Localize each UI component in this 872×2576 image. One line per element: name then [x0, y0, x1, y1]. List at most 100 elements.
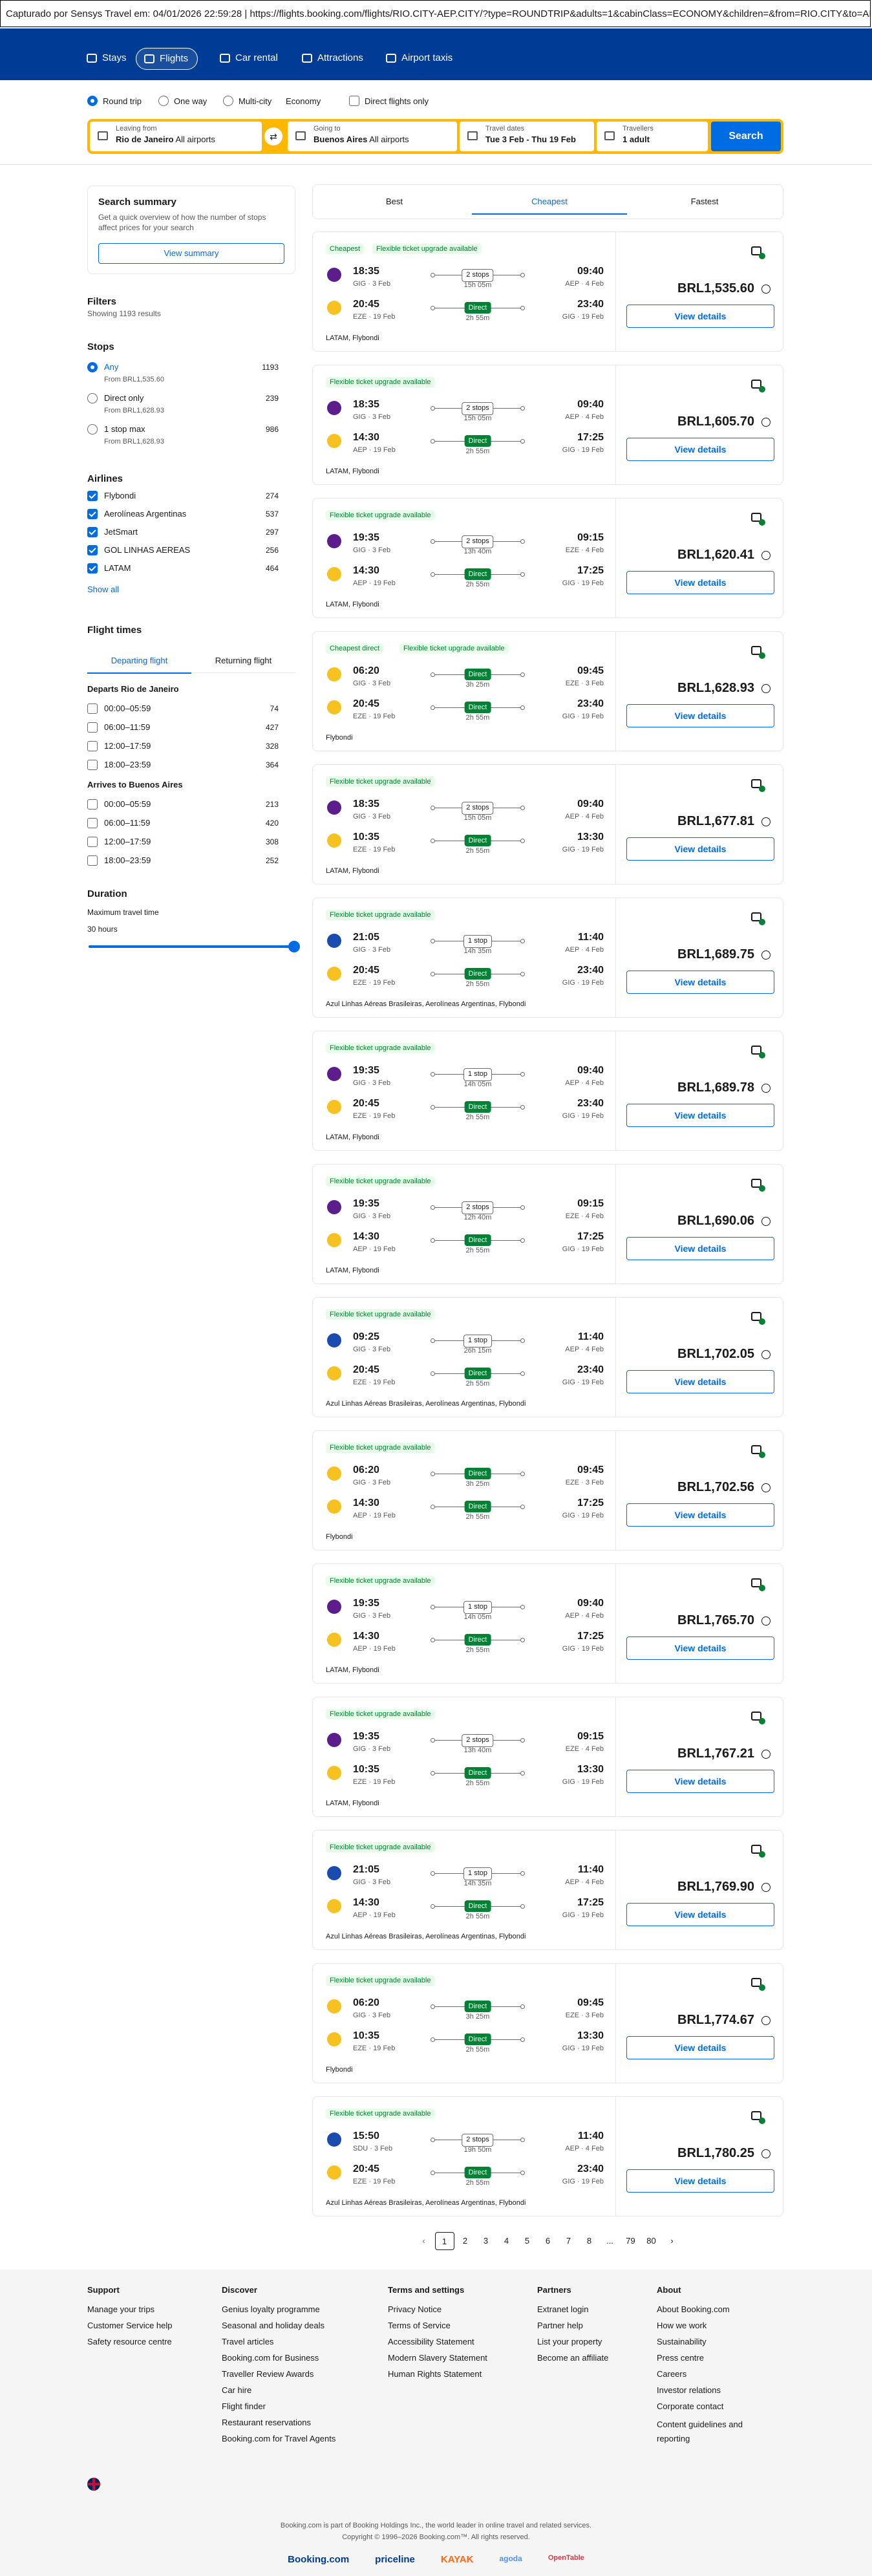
nav-item[interactable]: Stays — [79, 48, 136, 69]
view-details-button[interactable]: View details — [626, 1237, 774, 1260]
time-option[interactable]: 12:00–17:59 328 — [87, 740, 279, 753]
search-button[interactable]: Search — [711, 122, 781, 151]
time-option[interactable]: 00:00–05:59 213 — [87, 798, 279, 811]
footer-link[interactable]: Manage your trips — [87, 2304, 155, 2314]
page-link[interactable]: 5 — [524, 2236, 530, 2246]
stop-option[interactable]: Direct only 239 From BRL1,628.93 — [87, 392, 279, 414]
view-details-button[interactable]: View details — [626, 1770, 774, 1793]
view-details-button[interactable]: View details — [626, 971, 774, 994]
view-details-button[interactable]: View details — [626, 1637, 774, 1660]
footer-link[interactable]: Booking.com for Business — [222, 2353, 319, 2363]
footer-link[interactable]: Become an affiliate — [537, 2353, 609, 2363]
page-link[interactable]: 2 — [462, 2236, 468, 2246]
trip-type[interactable]: One way — [158, 94, 207, 109]
page-link[interactable]: 7 — [566, 2236, 571, 2246]
footer-link[interactable]: Customer Service help — [87, 2321, 173, 2330]
footer-link[interactable]: Seasonal and holiday deals — [222, 2321, 325, 2330]
footer-link[interactable]: Travel articles — [222, 2337, 274, 2346]
airline-option[interactable]: Aerolíneas Argentinas 537 — [87, 508, 279, 521]
view-details-button[interactable]: View details — [626, 438, 774, 461]
footer-link[interactable]: Content guidelines and reporting — [657, 2420, 743, 2443]
view-details-button[interactable]: View details — [626, 305, 774, 328]
sort-tab[interactable]: Cheapest — [472, 190, 627, 215]
nav-item[interactable]: Flights — [136, 48, 198, 70]
sort-tab[interactable]: Best — [385, 197, 403, 206]
trip-type[interactable]: Round trip — [87, 94, 142, 109]
search-field[interactable]: Leaving from Rio de Janeiro All airports — [90, 122, 262, 151]
direct-only[interactable]: Direct flights only — [349, 94, 429, 109]
footer-link[interactable]: Traveller Review Awards — [222, 2369, 314, 2379]
footer-link[interactable]: Press centre — [657, 2353, 704, 2363]
footer-link[interactable]: Sustainability — [657, 2337, 707, 2346]
airline-option[interactable]: JetSmart 297 — [87, 526, 279, 539]
view-details-button[interactable]: View details — [626, 2169, 774, 2193]
footer-link[interactable]: About Booking.com — [657, 2304, 730, 2314]
footer-link[interactable]: Flight finder — [222, 2401, 266, 2411]
nav-item[interactable]: Attractions — [294, 48, 372, 69]
footer-link[interactable]: Safety resource centre — [87, 2337, 172, 2346]
airline-option[interactable]: LATAM 464 — [87, 562, 279, 575]
airline-option[interactable]: GOL LINHAS AEREAS 256 — [87, 544, 279, 557]
next-page[interactable]: › — [670, 2236, 674, 2246]
view-details-button[interactable]: View details — [626, 571, 774, 594]
page-link[interactable]: 6 — [545, 2236, 551, 2246]
option-label: GOL LINHAS AEREAS — [104, 545, 191, 555]
time-option[interactable]: 06:00–11:59 420 — [87, 817, 279, 830]
footer-link[interactable]: List your property — [537, 2337, 602, 2346]
page-link[interactable]: 1 — [434, 2232, 454, 2250]
footer-link[interactable]: Human Rights Statement — [388, 2369, 482, 2379]
stop-option[interactable]: 1 stop max 986 From BRL1,628.93 — [87, 423, 279, 445]
footer-link[interactable]: Partner help — [537, 2321, 583, 2330]
footer-link[interactable]: Modern Slavery Statement — [388, 2353, 487, 2363]
page-link[interactable]: ... — [606, 2236, 613, 2246]
view-details-button[interactable]: View details — [626, 1104, 774, 1127]
footer-link[interactable]: Extranet login — [537, 2304, 589, 2314]
footer-link[interactable]: Terms of Service — [388, 2321, 451, 2330]
view-details-button[interactable]: View details — [626, 704, 774, 727]
slider-handle[interactable] — [288, 941, 300, 952]
nav-item[interactable]: Car rental — [212, 48, 287, 69]
search-field[interactable]: Going to Buenos Aires All airports — [288, 122, 457, 151]
page-link[interactable]: 8 — [586, 2236, 592, 2246]
time-option[interactable]: 00:00–05:59 74 — [87, 702, 279, 715]
footer-link[interactable]: How we work — [657, 2321, 707, 2330]
footer-link[interactable]: Privacy Notice — [388, 2304, 442, 2314]
footer-link[interactable]: Accessibility Statement — [388, 2337, 474, 2346]
time-tab[interactable]: Departing flight — [87, 649, 191, 674]
language-flag[interactable] — [87, 2478, 100, 2491]
footer-link[interactable]: Careers — [657, 2369, 687, 2379]
search-field[interactable]: Travel dates Tue 3 Feb - Thu 19 Feb — [460, 122, 594, 151]
show-all[interactable]: Show all — [87, 585, 120, 594]
view-details-button[interactable]: View details — [626, 2036, 774, 2059]
view-details-button[interactable]: View details — [626, 837, 774, 861]
search-field[interactable]: Travellers 1 adult — [597, 122, 708, 151]
swap-button[interactable]: ⇄ — [264, 127, 282, 145]
view-details-button[interactable]: View details — [626, 1370, 774, 1393]
footer-link[interactable]: Car hire — [222, 2385, 252, 2395]
airline-option[interactable]: Flybondi 274 — [87, 489, 279, 502]
page-link[interactable]: 4 — [504, 2236, 509, 2246]
view-details-button[interactable]: View details — [626, 1503, 774, 1527]
time-option[interactable]: 18:00–23:59 252 — [87, 854, 279, 867]
page-link[interactable]: 3 — [483, 2236, 489, 2246]
page-link[interactable]: 80 — [646, 2236, 656, 2246]
footer-link[interactable]: Booking.com for Travel Agents — [222, 2434, 336, 2443]
time-option[interactable]: 18:00–23:59 364 — [87, 758, 279, 771]
time-tab[interactable]: Returning flight — [191, 649, 295, 673]
summary-button[interactable]: View summary — [98, 243, 284, 264]
view-details-button[interactable]: View details — [626, 1903, 774, 1926]
time-option[interactable]: 06:00–11:59 427 — [87, 721, 279, 734]
nav-item[interactable]: Airport taxis — [378, 48, 462, 69]
stop-option[interactable]: Any 1193 From BRL1,535.60 — [87, 361, 279, 383]
sort-tab[interactable]: Fastest — [690, 197, 719, 206]
footer-link[interactable]: Restaurant reservations — [222, 2418, 312, 2427]
footer-link[interactable]: Investor relations — [657, 2385, 721, 2395]
footer-link[interactable]: Genius loyalty programme — [222, 2304, 320, 2314]
time-option[interactable]: 12:00–17:59 308 — [87, 835, 279, 848]
trip-type[interactable]: Multi-city — [223, 94, 271, 109]
prev-page[interactable]: ‹ — [422, 2236, 425, 2246]
page-link[interactable]: 79 — [626, 2236, 635, 2246]
footer-link[interactable]: Corporate contact — [657, 2401, 724, 2411]
checkbox — [87, 509, 98, 519]
cabin-select[interactable]: Economy — [286, 96, 321, 106]
